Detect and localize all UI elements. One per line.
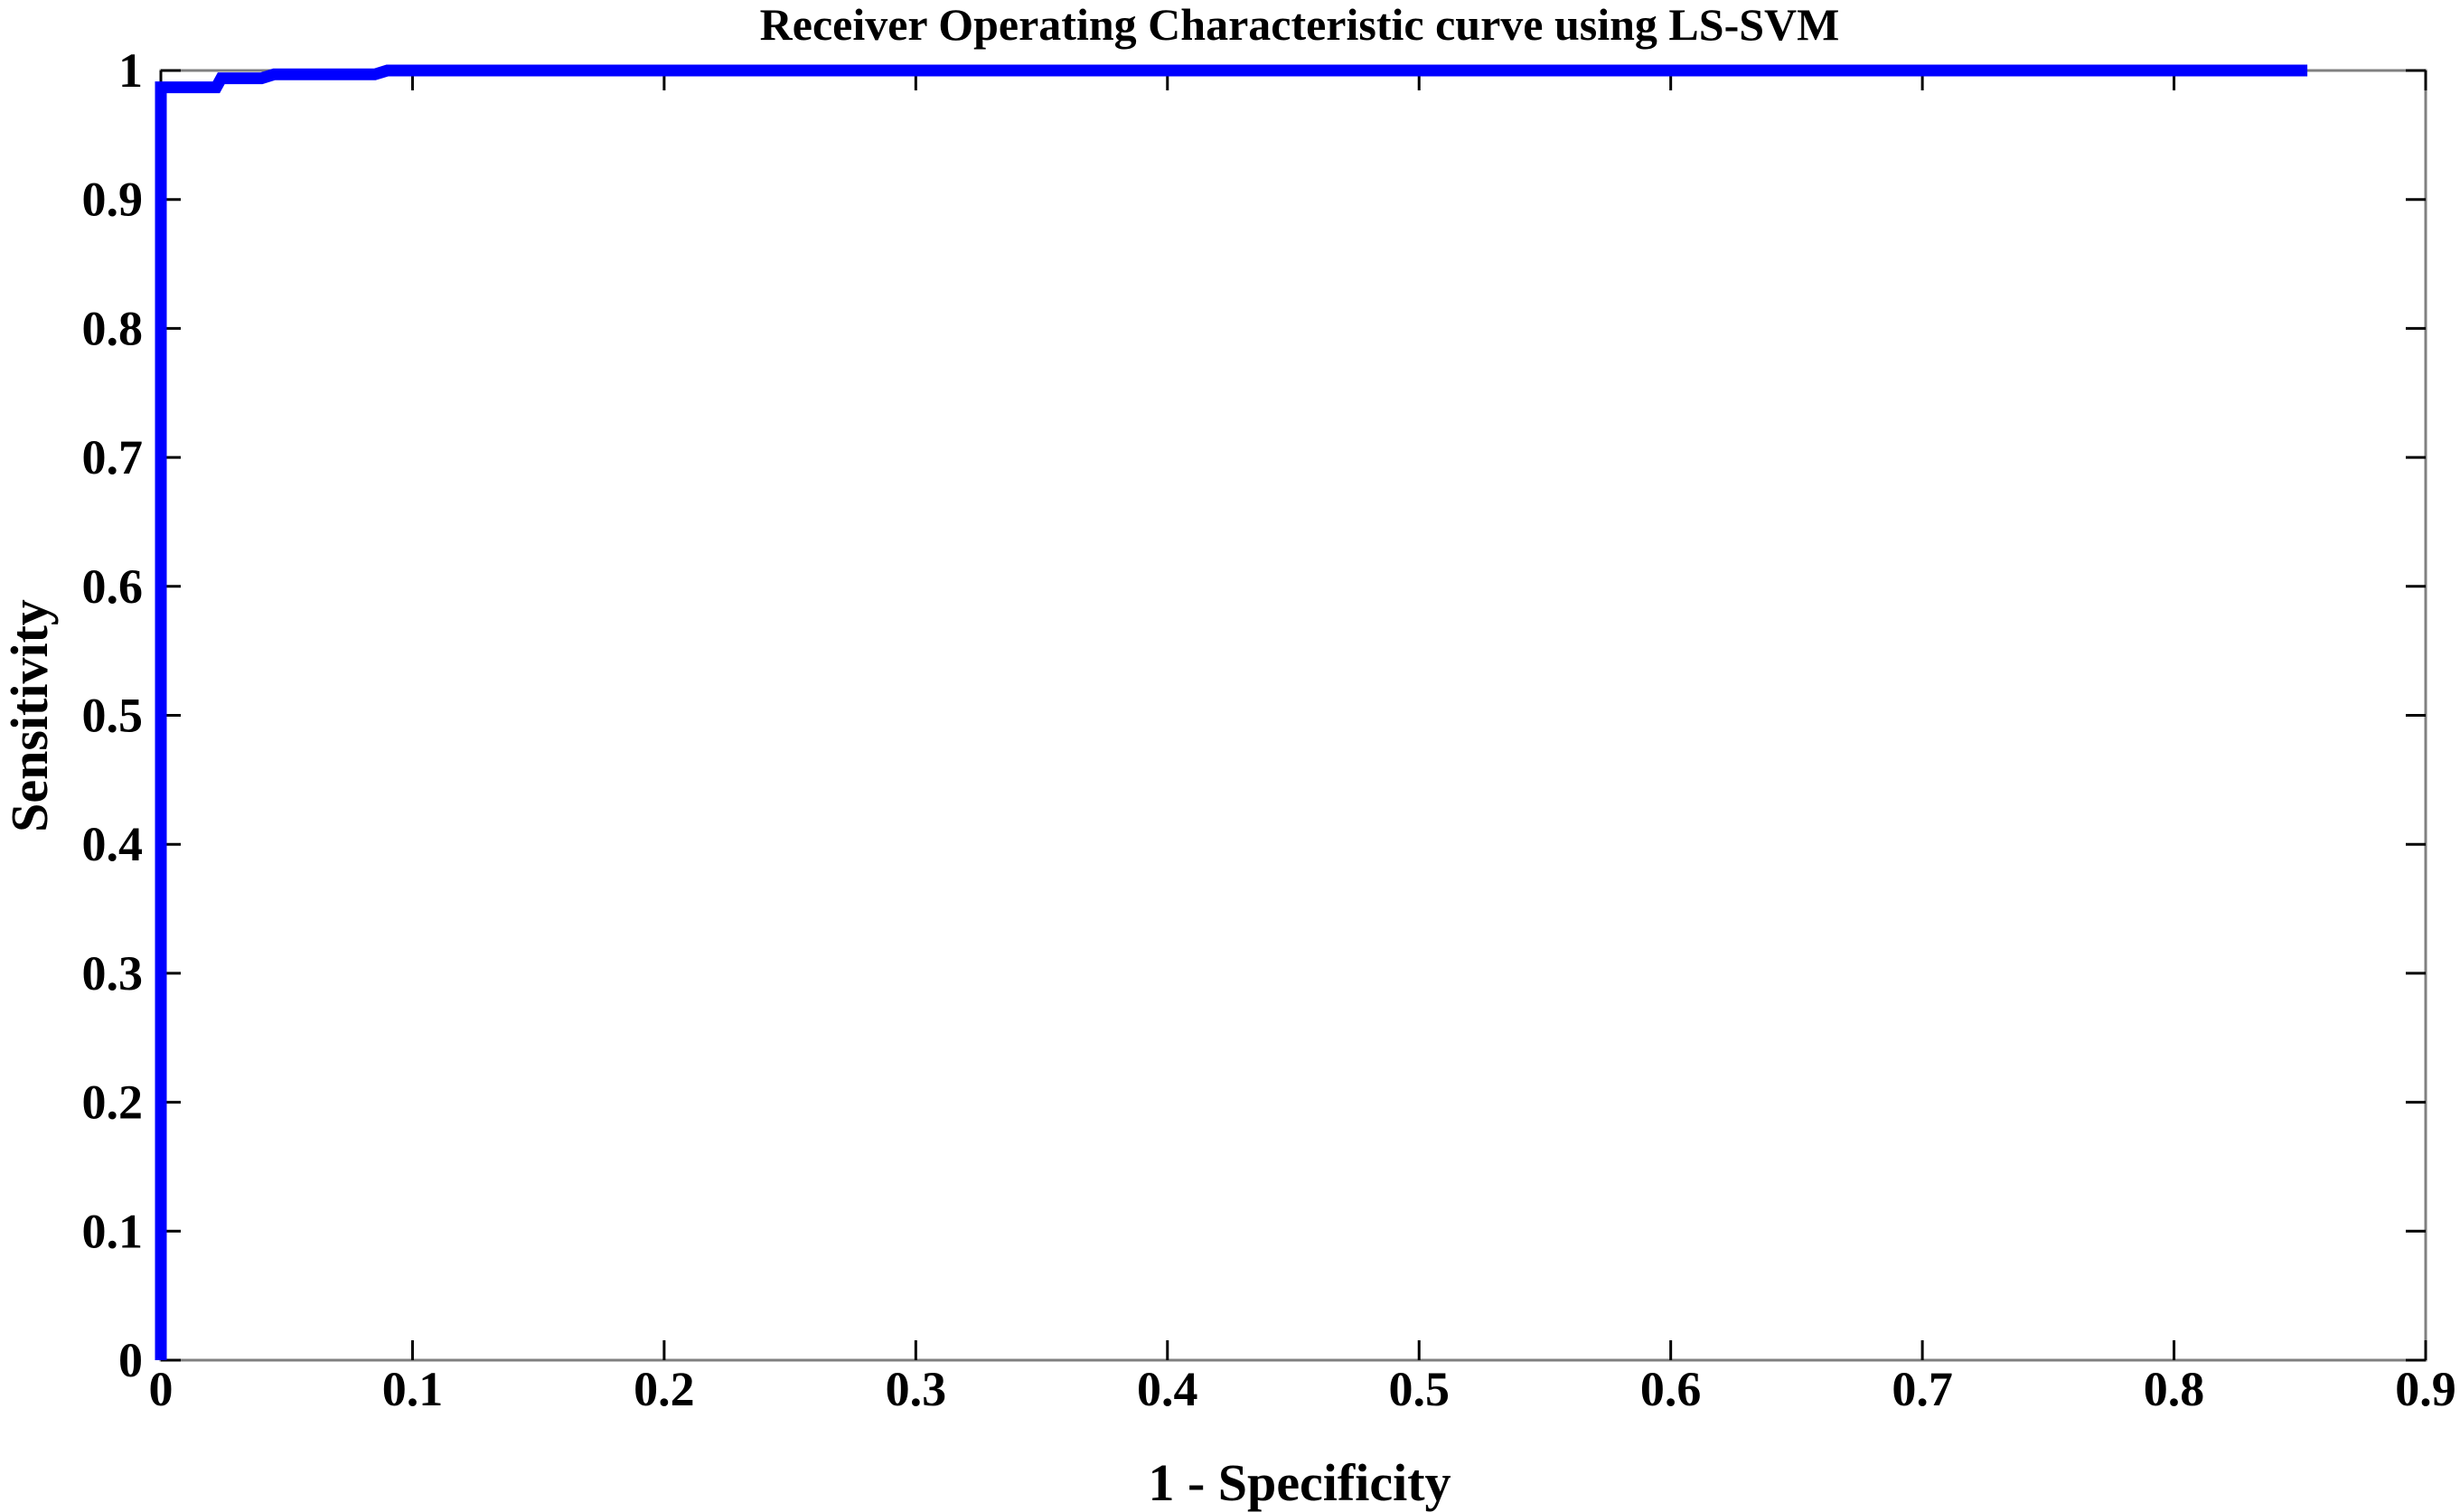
- x-tick-label: 0: [149, 1362, 174, 1416]
- chart-title: Receiver Operating Characteristic curve …: [760, 0, 1840, 50]
- y-tick-label: 0.9: [82, 173, 144, 227]
- y-tick-label: 0: [118, 1333, 143, 1387]
- x-tick-label: 0.5: [1388, 1362, 1450, 1416]
- series-layer: [155, 64, 2308, 1360]
- roc-series-line: [155, 64, 2308, 1360]
- x-tick-label: 0.7: [1892, 1362, 1953, 1416]
- y-tick-label: 0.3: [82, 946, 144, 1000]
- x-tick-label: 0.8: [2144, 1362, 2205, 1416]
- x-tick-label: 0.3: [886, 1362, 947, 1416]
- y-tick-label: 0.4: [82, 817, 144, 871]
- x-tick-label: 0.2: [634, 1362, 695, 1416]
- y-tick-label: 0.2: [82, 1075, 144, 1130]
- x-tick-label: 0.4: [1137, 1362, 1198, 1416]
- y-tick-label: 0.5: [82, 689, 144, 743]
- plot-area: [159, 69, 2427, 1362]
- x-tick-label: 0.9: [2395, 1362, 2456, 1416]
- y-tick-label: 0.1: [82, 1204, 144, 1258]
- x-tick-label: 0.6: [1640, 1362, 1702, 1416]
- y-tick-labels: 0 0.1 0.2 0.3 0.4 0.5 0.6 0.7 0.8 0.9 1: [82, 43, 144, 1387]
- y-tick-label: 0.7: [82, 430, 144, 484]
- x-axis-label: 1 - Specificity: [1148, 1453, 1451, 1512]
- x-tick-label: 0.1: [382, 1362, 444, 1416]
- y-tick-label: 1: [118, 43, 143, 98]
- y-axis-label: Sensitivity: [0, 599, 59, 832]
- y-tick-label: 0.6: [82, 559, 144, 614]
- x-tick-labels: 0 0.1 0.2 0.3 0.4 0.5 0.6 0.7 0.8 0.9: [149, 1362, 2456, 1416]
- y-tick-label: 0.8: [82, 301, 144, 355]
